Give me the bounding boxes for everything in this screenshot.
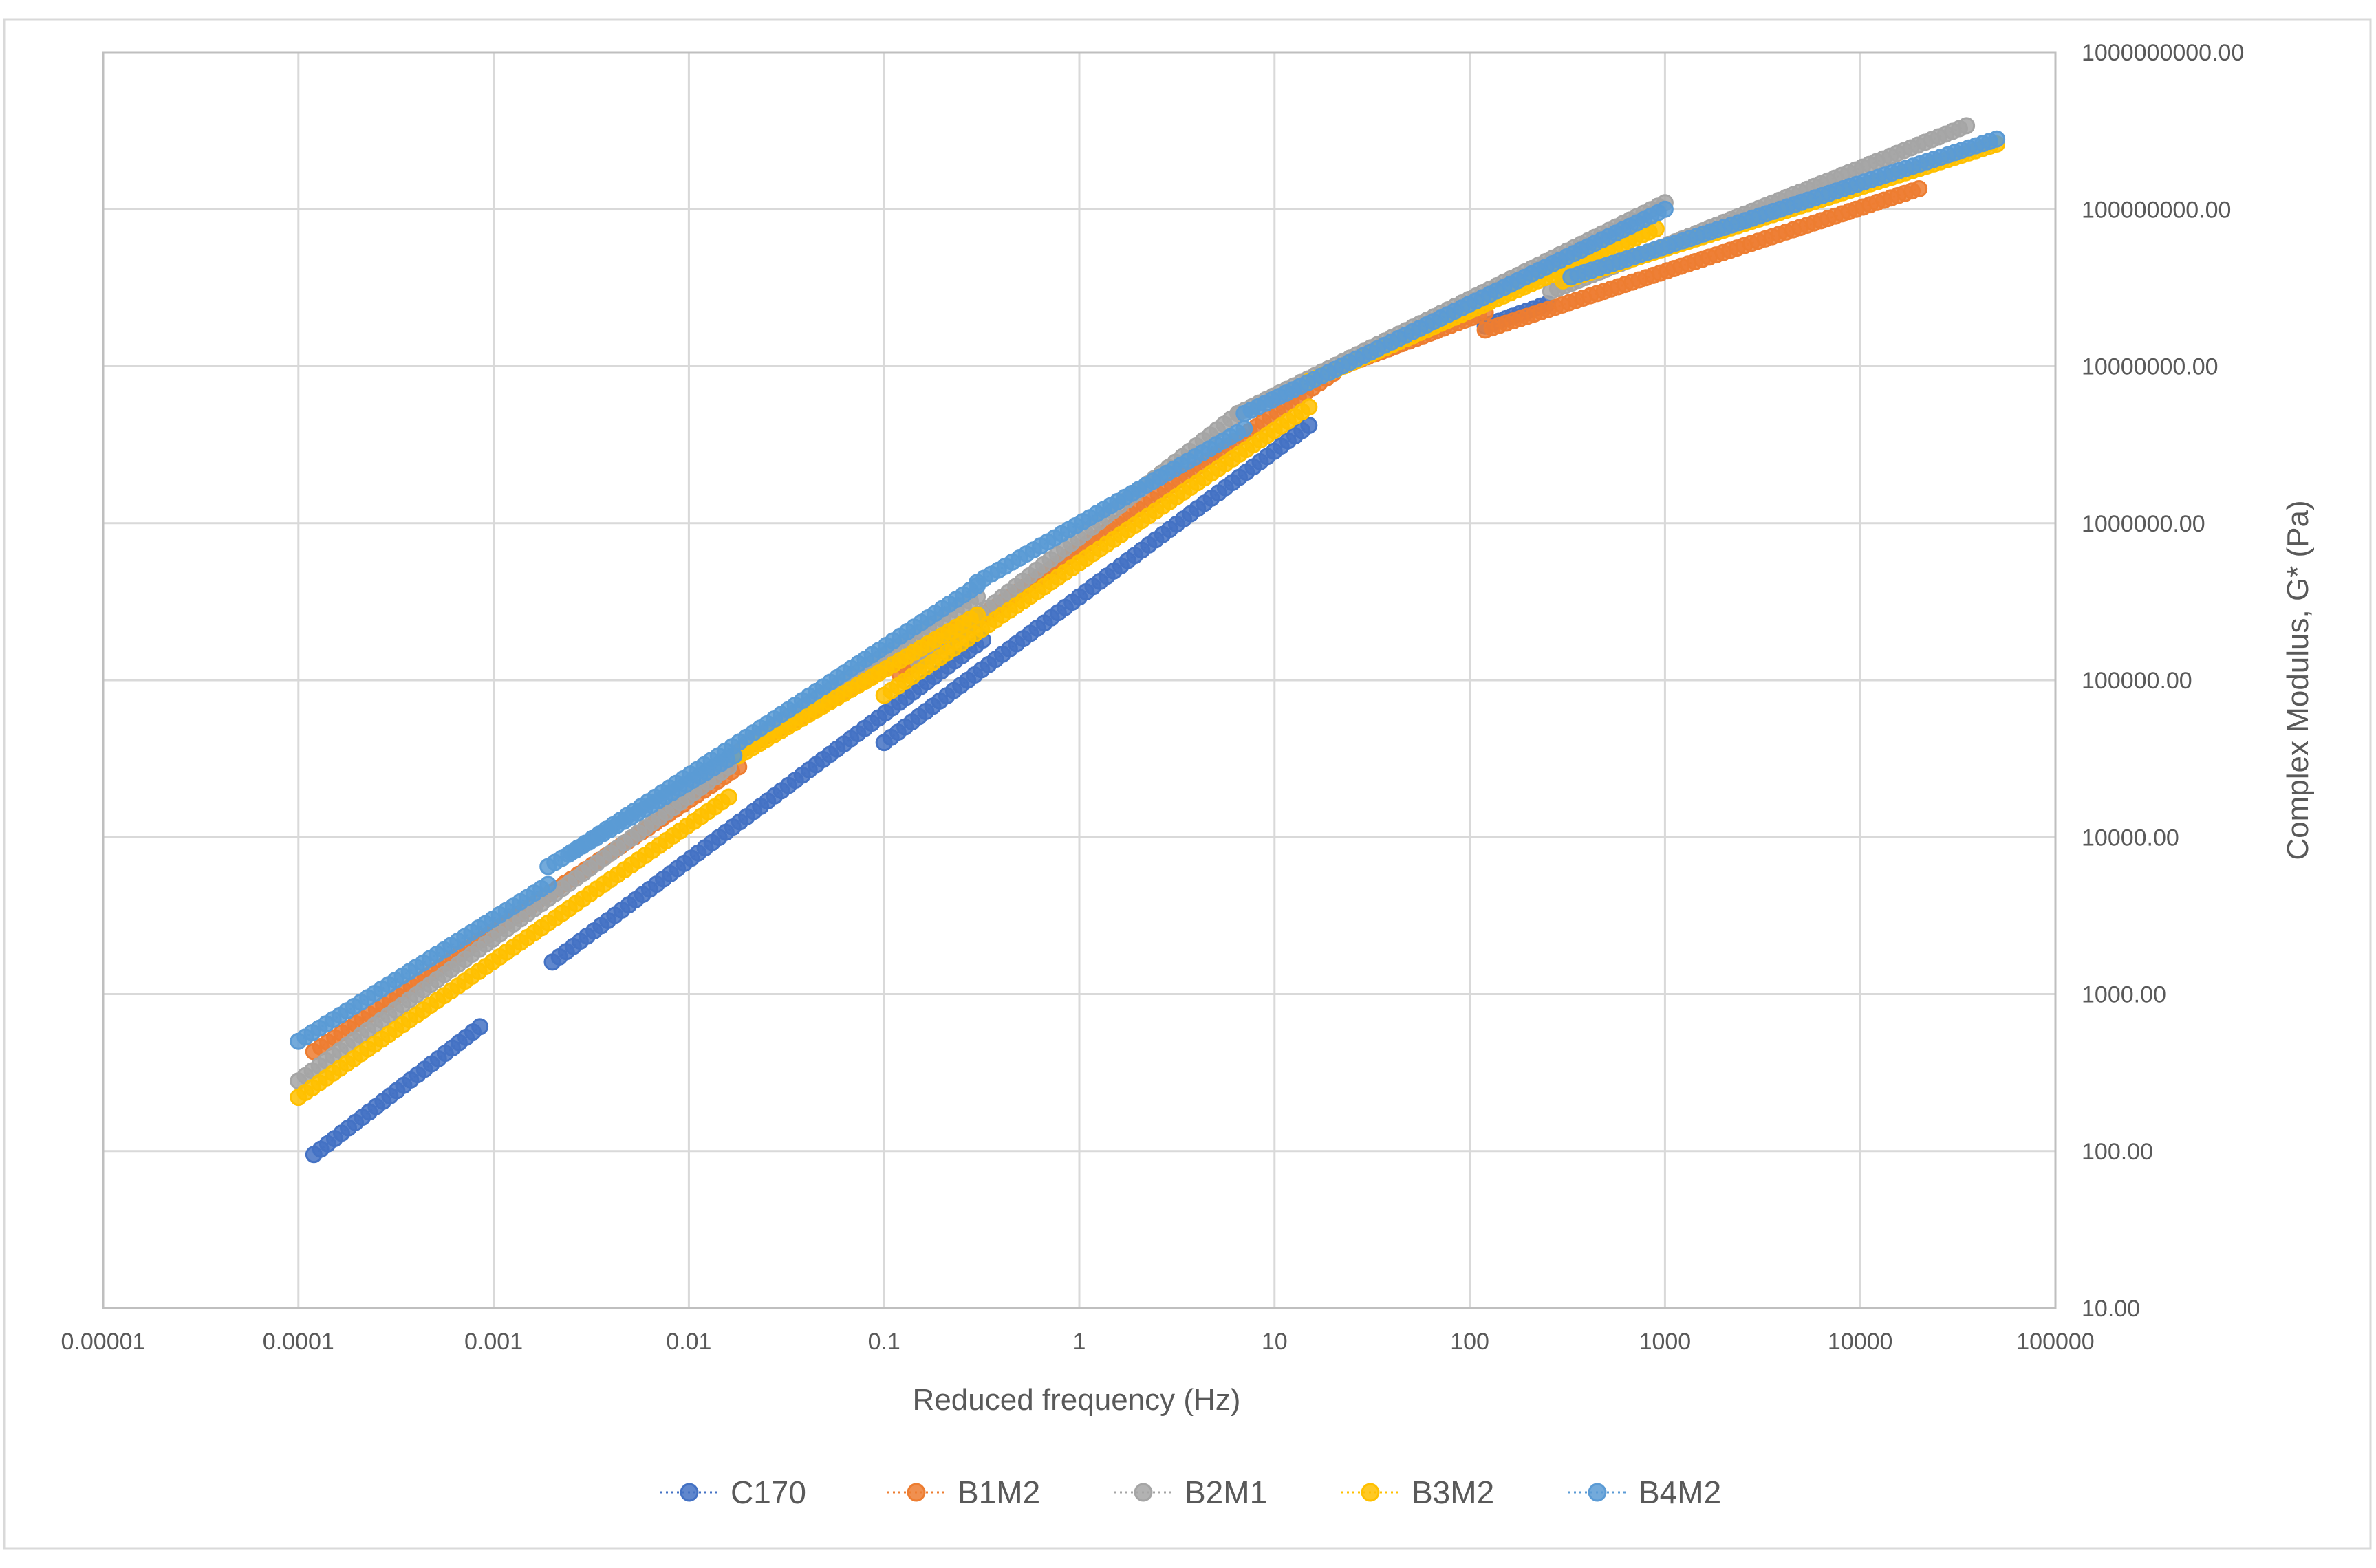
data-point bbox=[1656, 200, 1674, 218]
series-C170 bbox=[305, 295, 1556, 1164]
x-tick-label: 1 bbox=[1073, 1329, 1086, 1355]
legend-label: B4M2 bbox=[1639, 1474, 1721, 1510]
data-point bbox=[1958, 117, 1976, 135]
x-tick-label: 1000 bbox=[1639, 1329, 1692, 1355]
legend-item-B2M1: B2M1 bbox=[1114, 1474, 1267, 1510]
y-tick-label: 10000000.00 bbox=[2082, 354, 2218, 380]
data-point bbox=[1235, 420, 1253, 437]
legend: C170 B1M2 B2M1 B3M2 B4M2 bbox=[660, 1474, 1721, 1510]
chart-border bbox=[3, 18, 2372, 1550]
y-tick-label: 100000000.00 bbox=[2082, 197, 2231, 223]
legend-item-B3M2: B3M2 bbox=[1341, 1474, 1494, 1510]
legend-item-C170: C170 bbox=[660, 1474, 806, 1510]
data-point bbox=[539, 875, 557, 893]
plot-area-border bbox=[102, 51, 2057, 1309]
x-tick-label: 0.01 bbox=[666, 1329, 711, 1355]
x-axis-tick-labels: 0.00001 0.0001 0.001 0.01 0.1 1 10 100 1000 10000… bbox=[61, 1329, 2095, 1355]
data-point bbox=[1300, 398, 1318, 416]
y-tick-label: 100000.00 bbox=[2082, 668, 2192, 694]
legend-label: B1M2 bbox=[958, 1474, 1040, 1510]
y-tick-label: 10000.00 bbox=[2082, 825, 2179, 851]
x-tick-label: 0.0001 bbox=[263, 1329, 334, 1355]
x-tick-label: 0.1 bbox=[868, 1329, 900, 1355]
legend-marker bbox=[1361, 1483, 1380, 1502]
legend-marker bbox=[680, 1483, 699, 1502]
legend-label: B2M1 bbox=[1185, 1474, 1267, 1510]
y-tick-label: 100.00 bbox=[2082, 1139, 2153, 1165]
data-point bbox=[1300, 417, 1318, 434]
data-point bbox=[720, 788, 737, 806]
data-point bbox=[1988, 130, 2006, 148]
x-tick-label: 0.00001 bbox=[61, 1329, 146, 1355]
legend-marker bbox=[1588, 1483, 1607, 1502]
y-tick-label: 1000.00 bbox=[2082, 982, 2166, 1008]
series-B4M2 bbox=[290, 130, 2006, 1050]
data-point bbox=[1910, 180, 1928, 197]
x-tick-label: 100000 bbox=[2016, 1329, 2094, 1355]
x-tick-label: 100 bbox=[1450, 1329, 1489, 1355]
x-tick-label: 10000 bbox=[1828, 1329, 1893, 1355]
y-tick-label: 1000000.00 bbox=[2082, 511, 2205, 537]
y-tick-label: 1000000000.00 bbox=[2082, 40, 2244, 66]
legend-item-B1M2: B1M2 bbox=[887, 1474, 1040, 1510]
data-point bbox=[471, 1018, 489, 1036]
legend-marker bbox=[1134, 1483, 1153, 1502]
legend-label: C170 bbox=[731, 1474, 806, 1510]
y-axis-tick-labels: 10.00 100.00 1000.00 10000.00 100000.00 10000… bbox=[2082, 40, 2244, 1322]
legend-item-B4M2: B4M2 bbox=[1568, 1474, 1721, 1510]
legend-marker bbox=[907, 1483, 926, 1502]
x-tick-label: 10 bbox=[1262, 1329, 1288, 1355]
x-axis-title: Reduced frequency (Hz) bbox=[913, 1383, 1241, 1417]
y-axis-title: Complex Modulus, G* (Pa) bbox=[2281, 500, 2315, 860]
data-series bbox=[290, 117, 2006, 1164]
x-tick-label: 0.001 bbox=[464, 1329, 523, 1355]
legend-label: B3M2 bbox=[1412, 1474, 1494, 1510]
y-tick-label: 10.00 bbox=[2082, 1296, 2140, 1322]
